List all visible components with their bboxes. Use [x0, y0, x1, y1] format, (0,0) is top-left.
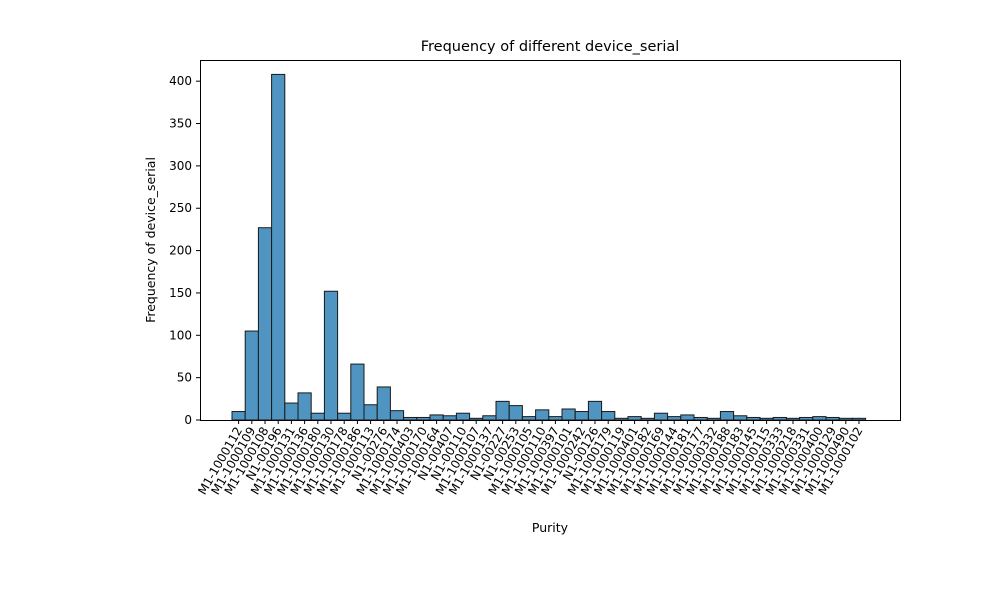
bar: [825, 416, 840, 421]
bars-group: [231, 73, 867, 421]
bar: [271, 73, 286, 421]
bar: [759, 417, 774, 421]
bar: [799, 416, 814, 421]
bar: [535, 409, 550, 421]
bar: [601, 411, 616, 421]
bar: [416, 416, 431, 421]
y-tick-label: 100: [169, 328, 192, 342]
y-tick-label: 300: [169, 159, 192, 173]
bar: [587, 400, 603, 421]
bar: [257, 227, 273, 421]
y-axis: 0 50 100 150 200 250 300 350 400: [169, 74, 200, 427]
y-tick-label: 150: [169, 286, 192, 300]
bar: [495, 400, 510, 421]
bar: [429, 414, 444, 421]
bar: [693, 416, 708, 421]
y-tick-label: 0: [184, 413, 192, 427]
y-tick-label: 250: [169, 201, 192, 215]
bar: [337, 412, 352, 421]
bar: [376, 386, 391, 421]
x-axis: M1-1000112M1-1000109M1-1000108N1-00196M1…: [195, 420, 866, 497]
bar: [310, 412, 325, 421]
y-tick-label: 350: [169, 117, 192, 131]
bar: [231, 411, 246, 421]
bar: [482, 415, 497, 421]
y-tick-label: 50: [177, 371, 192, 385]
bar: [653, 412, 669, 421]
bar: [838, 417, 853, 421]
bar: [574, 411, 589, 421]
bar: [733, 415, 748, 421]
bar: [680, 414, 695, 421]
bar: [442, 415, 457, 421]
bar: [469, 417, 484, 421]
bar: [640, 417, 655, 421]
y-axis-label: Frequency of device_serial: [143, 157, 158, 323]
bar: [667, 416, 682, 421]
bar: [785, 417, 801, 421]
x-axis-label: Purity: [532, 520, 569, 535]
bar: [851, 417, 867, 421]
bar: [297, 392, 312, 421]
bar: [455, 412, 471, 421]
bar: [244, 330, 259, 421]
bar: [772, 416, 787, 421]
bar: [521, 416, 537, 421]
bar: [746, 416, 761, 421]
bar: [561, 408, 576, 421]
y-tick-label: 400: [169, 74, 192, 88]
bar: [508, 405, 523, 421]
bar: [812, 416, 827, 421]
bar: [323, 290, 339, 421]
bar: [719, 411, 735, 421]
bar: [627, 416, 642, 421]
plot-frame: [200, 60, 901, 421]
bar: [284, 402, 299, 421]
bar: [350, 363, 365, 421]
bar: [548, 416, 563, 421]
bar: [614, 417, 629, 421]
bar: [403, 416, 418, 421]
bar: [706, 417, 721, 421]
bar: [363, 404, 378, 421]
chart-title: Frequency of different device_serial: [421, 39, 680, 55]
y-tick-label: 200: [169, 244, 192, 258]
bar: [389, 410, 405, 421]
